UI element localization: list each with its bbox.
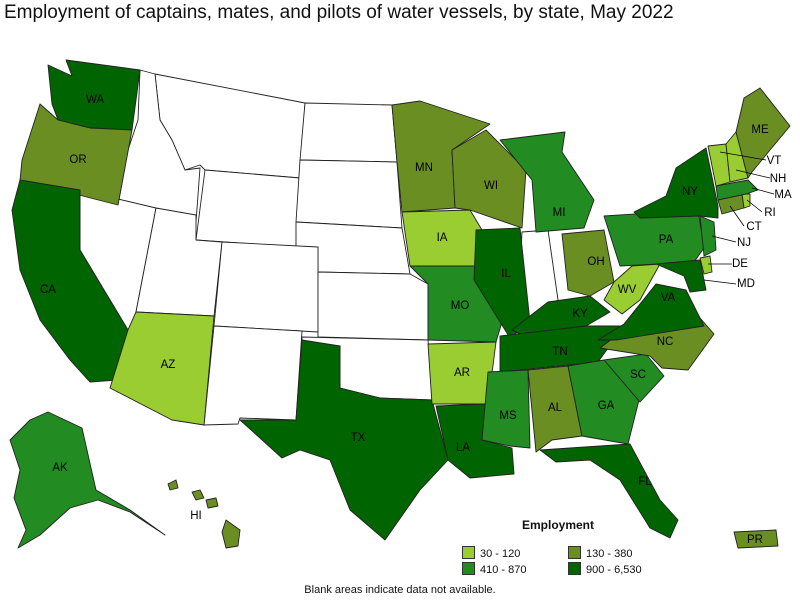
state-label-mn: MN xyxy=(415,162,433,174)
state-label-az: AZ xyxy=(161,359,176,371)
state-label-tx: TX xyxy=(351,432,366,444)
state-AZ xyxy=(109,311,215,426)
state-label-me: ME xyxy=(751,124,769,136)
legend-label-2: 130 - 380 xyxy=(586,548,633,560)
state-label-sc: SC xyxy=(630,369,646,381)
state-OR xyxy=(19,103,133,206)
state-ME xyxy=(735,87,791,179)
state-label-al: AL xyxy=(548,402,563,414)
state-KS xyxy=(317,271,429,341)
state-FL xyxy=(539,443,679,539)
state-label-or: OR xyxy=(69,154,86,166)
state-label-ia: IA xyxy=(437,232,448,244)
legend-label-3: 410 - 870 xyxy=(480,564,527,576)
state-MD xyxy=(655,259,707,293)
state-label-pa: PA xyxy=(659,234,674,246)
state-MA xyxy=(715,179,759,201)
state-label-ri: RI xyxy=(764,207,776,219)
legend-item-4: 900 - 6,530 xyxy=(568,562,642,576)
state-VA xyxy=(597,283,705,341)
state-NJ xyxy=(699,215,717,257)
state-NY xyxy=(633,147,719,219)
state-label-wa: WA xyxy=(86,94,104,106)
state-NM xyxy=(203,325,303,426)
legend-title: Employment xyxy=(522,518,595,532)
state-label-ky: KY xyxy=(572,308,588,320)
state-HI xyxy=(167,479,241,549)
state-ND xyxy=(299,102,398,163)
legend-label-1: 30 - 120 xyxy=(480,548,521,560)
state-label-mo: MO xyxy=(451,300,470,312)
state-label-nh: NH xyxy=(770,173,787,185)
state-CO xyxy=(213,241,319,333)
state-PR xyxy=(733,529,779,549)
state-MI xyxy=(499,131,595,233)
legend-item-3: 410 - 870 xyxy=(462,562,526,576)
state-label-ga: GA xyxy=(598,400,615,412)
legend-swatch-4 xyxy=(568,562,581,575)
state-WY xyxy=(195,169,301,248)
legend-label-4: 900 - 6,530 xyxy=(586,564,642,576)
legend-item-2: 130 - 380 xyxy=(568,546,632,560)
state-DE xyxy=(699,255,713,275)
legend-swatch-3 xyxy=(462,562,475,575)
state-label-vt: VT xyxy=(767,155,782,167)
state-PA xyxy=(603,209,705,267)
blank-states xyxy=(79,69,559,426)
leader-lines xyxy=(703,151,775,285)
state-AK xyxy=(9,411,166,549)
state-labels: WA OR CA AZ TX AK HI MN IA MO AR LA WI IL MI OH KY TN MS AL… xyxy=(40,94,792,546)
state-label-mi: MI xyxy=(553,207,566,219)
state-ID xyxy=(117,69,201,223)
state-label-la: LA xyxy=(456,442,470,454)
legend-swatch-1 xyxy=(462,546,475,559)
state-SC xyxy=(603,353,665,403)
state-label-nj: NJ xyxy=(737,237,751,249)
state-label-tn: TN xyxy=(552,346,567,358)
state-label-wi: WI xyxy=(484,180,498,192)
map-title: Employment of captains, mates, and pilot… xyxy=(4,2,674,23)
state-label-ny: NY xyxy=(682,186,698,198)
state-label-ca: CA xyxy=(40,284,56,296)
state-TX xyxy=(239,339,449,541)
state-OH xyxy=(561,229,615,297)
state-label-hi: HI xyxy=(190,510,202,522)
state-label-ar: AR xyxy=(454,367,470,379)
state-label-ak: AK xyxy=(52,462,68,474)
footnote: Blank areas indicate data not available. xyxy=(304,584,496,596)
state-SD xyxy=(295,159,403,229)
legend-swatch-2 xyxy=(568,546,581,559)
state-WV xyxy=(603,263,661,315)
state-label-oh: OH xyxy=(587,256,604,268)
state-label-ma: MA xyxy=(774,189,792,201)
state-label-md: MD xyxy=(737,278,755,290)
state-label-va: VA xyxy=(661,292,676,304)
state-label-ms: MS xyxy=(499,410,517,422)
state-label-pr: PR xyxy=(747,534,763,546)
state-label-il: IL xyxy=(501,268,511,280)
state-label-ct: CT xyxy=(746,221,761,233)
state-WI xyxy=(451,129,527,229)
state-label-de: DE xyxy=(732,258,748,270)
data-states xyxy=(9,59,791,549)
state-MS xyxy=(481,369,531,449)
state-CA xyxy=(11,179,129,383)
state-label-wv: WV xyxy=(618,284,637,296)
state-label-nc: NC xyxy=(657,336,674,348)
legend-item-1: 30 - 120 xyxy=(462,546,520,560)
state-label-fl: FL xyxy=(638,476,652,488)
state-AL xyxy=(527,365,583,453)
